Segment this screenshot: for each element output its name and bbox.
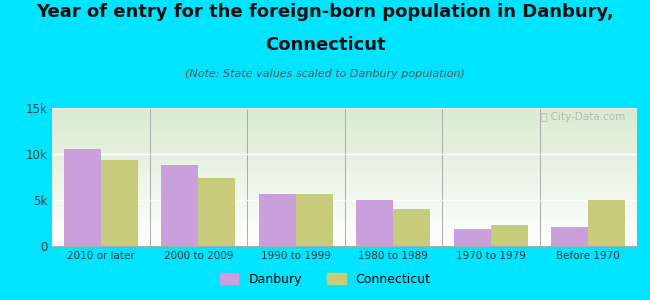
Bar [259,194,296,246]
Text: Year of entry for the foreign-born population in Danbury,: Year of entry for the foreign-born popul… [36,3,614,21]
Bar [296,194,333,246]
Text: ⓘ City-Data.com: ⓘ City-Data.com [541,112,625,122]
Bar [101,160,138,246]
Bar [588,200,625,246]
Text: (Note: State values scaled to Danbury population): (Note: State values scaled to Danbury po… [185,69,465,79]
Bar [356,200,393,246]
Legend: Danbury, Connecticut: Danbury, Connecticut [214,268,436,291]
Bar [454,229,491,246]
Text: Connecticut: Connecticut [265,36,385,54]
Bar [551,227,588,246]
Bar [491,225,528,246]
Bar [64,149,101,246]
Bar [393,209,430,246]
Bar [161,165,198,246]
Bar [198,178,235,246]
